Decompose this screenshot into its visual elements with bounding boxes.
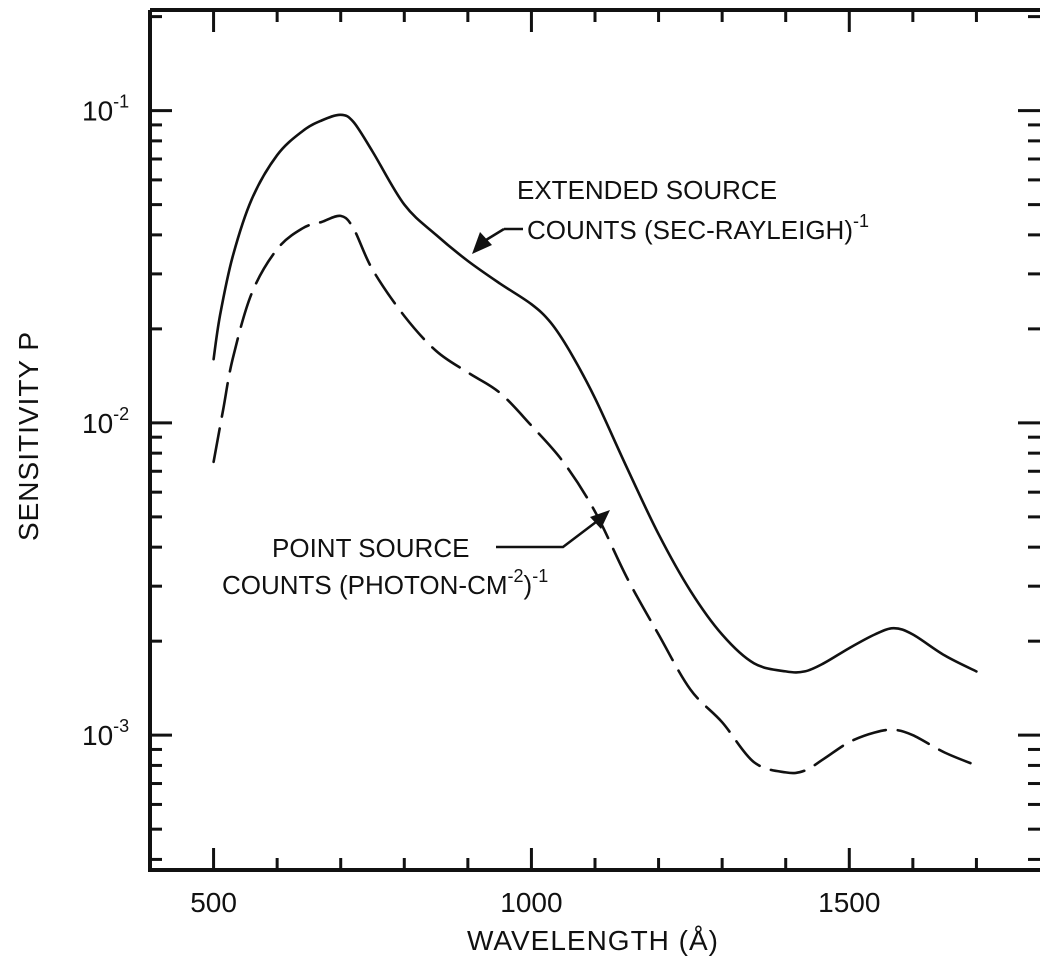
- y-axis-ticks: 10-3 10-2 10-1: [82, 15, 1040, 861]
- point-annotation-arrowhead: [590, 510, 610, 529]
- x-tick-label: 500: [190, 887, 237, 918]
- y-tick-label: 10-1: [82, 92, 129, 127]
- extended-annotation-line1: EXTENDED SOURCE: [517, 175, 777, 205]
- point-source-line: [212, 214, 978, 775]
- series-layer: [212, 113, 978, 775]
- point-annotation-leader: [496, 521, 597, 549]
- extended-annotation-counts: COUNTS (SEC-RAYLEIGH): [527, 215, 853, 245]
- x-axis-ticks: 500 1000 1500: [190, 10, 978, 918]
- annotation-layer: EXTENDED SOURCE COUNTS (SEC-RAYLEIGH)-1 …: [222, 175, 869, 600]
- y-tick-label: 10-2: [82, 404, 129, 439]
- point-annotation-exponent-1: -2: [508, 566, 524, 586]
- y-tick-label: 10-3: [82, 716, 129, 751]
- extended-annotation-line2: COUNTS (SEC-RAYLEIGH)-1: [527, 211, 869, 245]
- x-tick-label: 1500: [818, 887, 880, 918]
- point-annotation-line1: POINT SOURCE: [272, 533, 469, 563]
- extended-source-line: [212, 113, 978, 674]
- point-annotation-line2: COUNTS (PHOTON-CM-2)-1: [222, 566, 548, 600]
- extended-annotation-exponent: -1: [853, 211, 869, 231]
- plot-frame: [148, 8, 1040, 872]
- extended-annotation-arrowhead: [472, 232, 492, 254]
- extended-annotation-arrow: [485, 227, 505, 242]
- x-axis-title: WAVELENGTH (Å): [467, 925, 719, 956]
- point-annotation-exponent-2: -1: [532, 566, 548, 586]
- x-tick-label: 1000: [500, 887, 562, 918]
- point-annotation-close-paren: ): [524, 570, 533, 600]
- y-axis-title: SENSITIVITY P: [13, 331, 44, 541]
- point-annotation-counts: COUNTS (PHOTON-CM: [222, 570, 508, 600]
